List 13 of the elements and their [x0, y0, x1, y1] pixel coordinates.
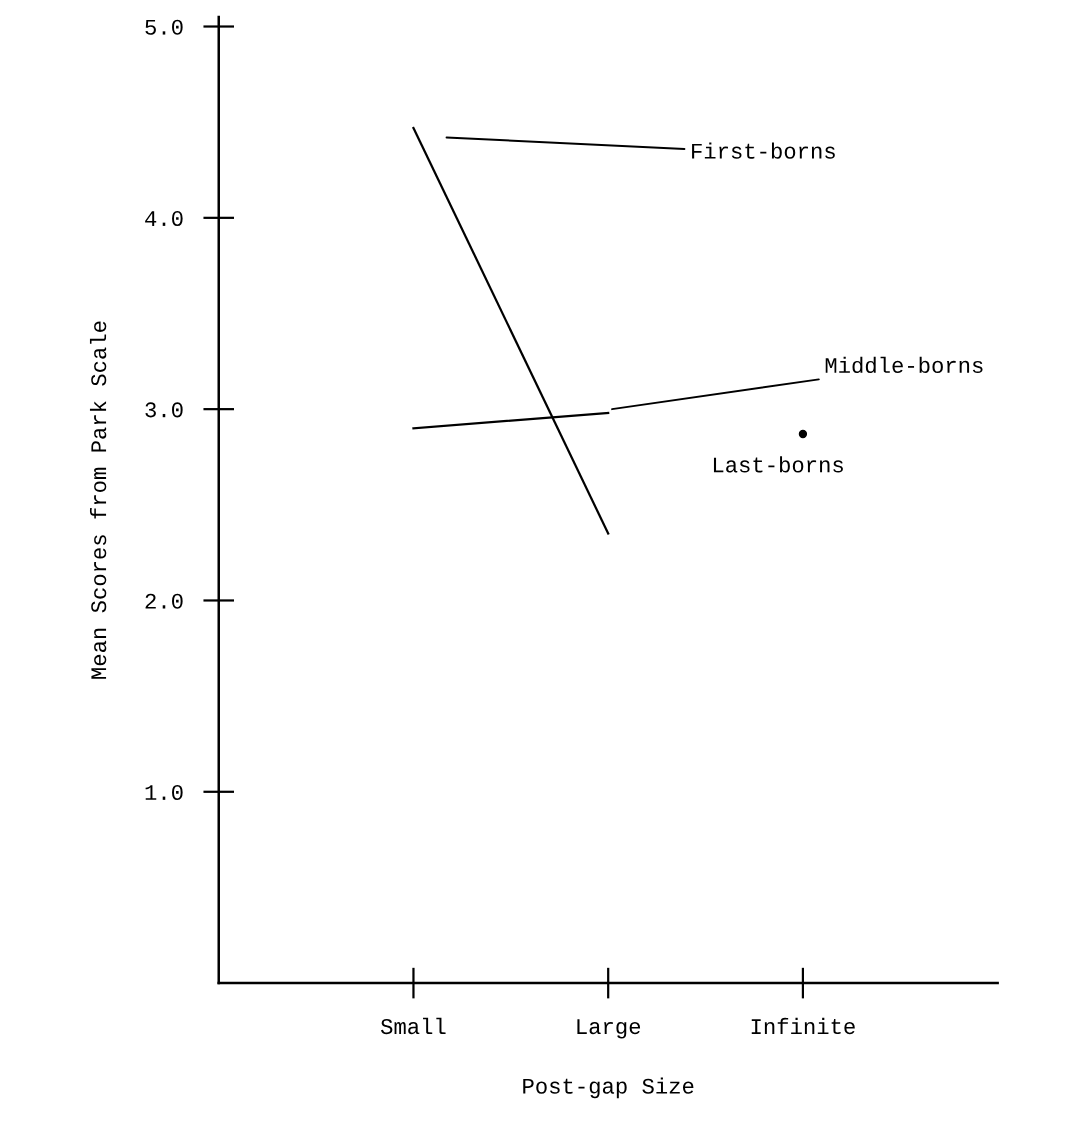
y-tick-label: 4.0: [145, 211, 183, 227]
x-axis-title: Post-gap Size: [523, 1077, 694, 1099]
y-tick-label: 5.0: [145, 19, 183, 35]
y-tick-label: 3.0: [145, 402, 183, 418]
y-axis-title: Mean Scores from Park Scale: [89, 321, 107, 679]
text: Middle-borns: [825, 356, 983, 374]
text: First-borns: [692, 142, 835, 159]
x-tick-label: Infinite: [751, 1017, 855, 1035]
x-tick-label: Small: [380, 1017, 446, 1035]
y-tick-label: 2.0: [145, 593, 183, 609]
series-label: Last-borns: [713, 456, 843, 473]
y-tick-label: 1.0: [145, 784, 183, 801]
x-tick-label: Large: [577, 1019, 641, 1039]
